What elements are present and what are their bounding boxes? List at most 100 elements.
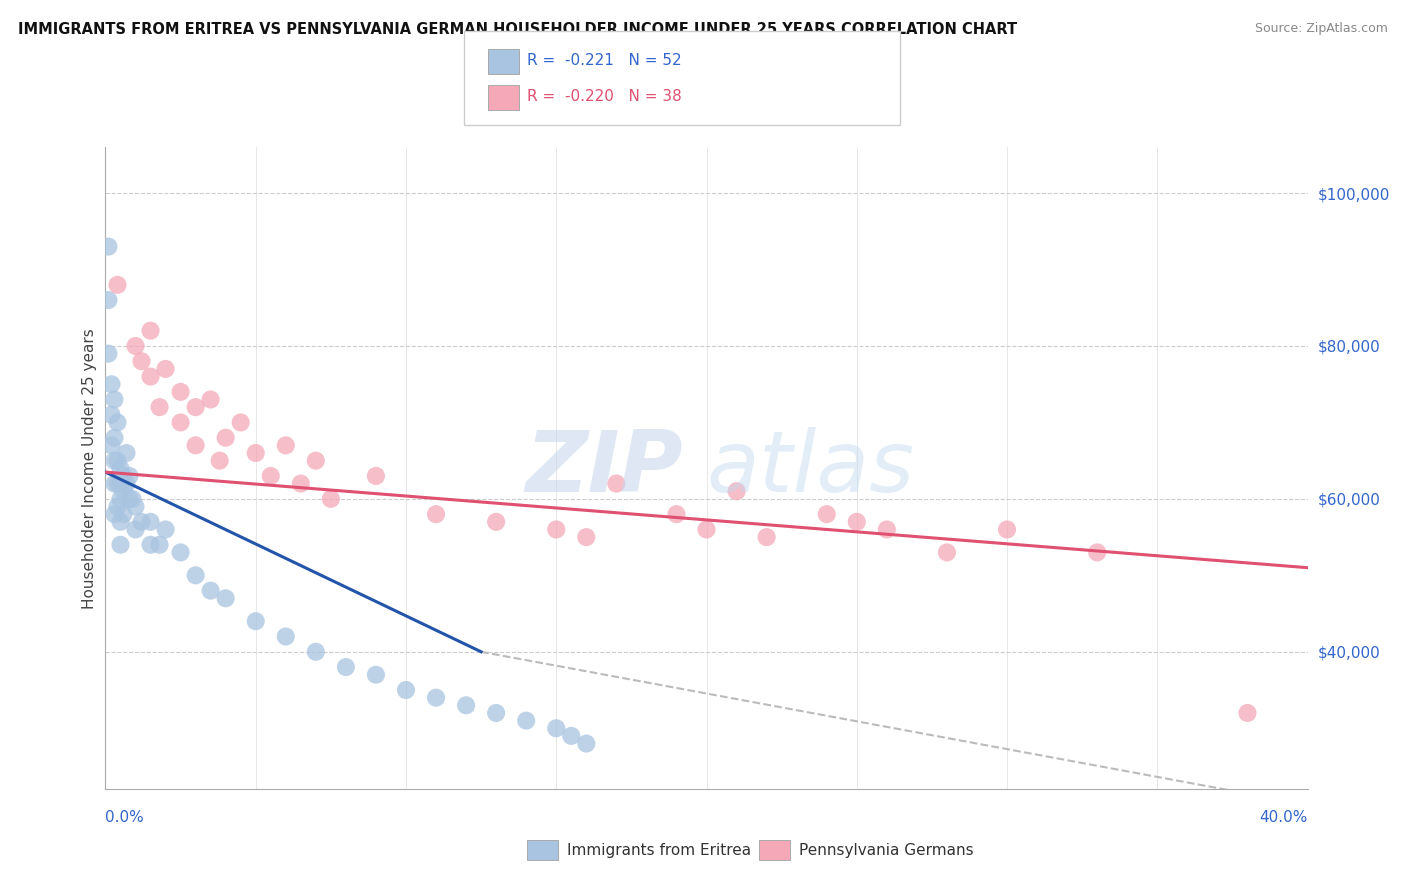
Point: [1236, 706, 1258, 720]
Point: [131, 515, 153, 529]
Point: [229, 416, 252, 430]
Point: [139, 538, 162, 552]
Point: [274, 438, 297, 452]
Text: 0.0%: 0.0%: [105, 810, 145, 825]
Point: [876, 523, 898, 537]
Point: [131, 354, 153, 368]
Point: [97, 346, 120, 360]
Point: [169, 384, 191, 399]
Point: [425, 507, 447, 521]
Point: [103, 507, 125, 521]
Point: [121, 491, 143, 506]
Point: [546, 721, 568, 735]
Point: [395, 683, 418, 698]
Text: Pennsylvania Germans: Pennsylvania Germans: [799, 843, 973, 857]
Point: [107, 277, 129, 292]
Point: [107, 476, 129, 491]
Point: [103, 392, 125, 407]
Point: [214, 591, 236, 606]
Point: [815, 507, 838, 521]
Point: [169, 545, 191, 559]
Point: [425, 690, 447, 705]
Point: [155, 362, 177, 376]
Point: [148, 400, 170, 414]
Point: [124, 500, 146, 514]
Point: [118, 469, 141, 483]
Point: [107, 500, 129, 514]
Point: [110, 461, 132, 475]
Point: [100, 438, 122, 452]
Point: [110, 515, 132, 529]
Point: [112, 507, 135, 521]
Point: [184, 568, 207, 582]
Point: [139, 324, 162, 338]
Point: [110, 491, 132, 506]
Text: IMMIGRANTS FROM ERITREA VS PENNSYLVANIA GERMAN HOUSEHOLDER INCOME UNDER 25 YEARS: IMMIGRANTS FROM ERITREA VS PENNSYLVANIA …: [18, 22, 1018, 37]
Text: Immigrants from Eritrea: Immigrants from Eritrea: [567, 843, 751, 857]
Point: [112, 469, 135, 483]
Text: ZIP: ZIP: [524, 426, 682, 510]
Point: [100, 408, 122, 422]
Point: [100, 377, 122, 392]
Point: [103, 476, 125, 491]
Point: [755, 530, 778, 544]
Point: [364, 469, 387, 483]
Point: [184, 400, 207, 414]
Point: [107, 416, 129, 430]
Point: [110, 538, 132, 552]
Point: [97, 293, 120, 307]
Point: [112, 484, 135, 499]
Point: [148, 538, 170, 552]
Point: [103, 453, 125, 467]
Point: [245, 614, 267, 628]
Point: [546, 523, 568, 537]
Point: [485, 515, 508, 529]
Point: [485, 706, 508, 720]
Point: [696, 523, 718, 537]
Y-axis label: Householder Income Under 25 years: Householder Income Under 25 years: [82, 328, 97, 608]
Point: [214, 431, 236, 445]
Point: [1085, 545, 1108, 559]
Point: [139, 515, 162, 529]
Point: [169, 416, 191, 430]
Point: [124, 339, 146, 353]
Point: [97, 239, 120, 253]
Point: [515, 714, 537, 728]
Point: [605, 476, 627, 491]
Point: [274, 630, 297, 644]
Point: [845, 515, 868, 529]
Point: [200, 583, 222, 598]
Point: [575, 737, 598, 751]
Point: [200, 392, 222, 407]
Text: atlas: atlas: [707, 426, 914, 510]
Point: [155, 523, 177, 537]
Point: [115, 476, 138, 491]
Point: [110, 476, 132, 491]
Point: [245, 446, 267, 460]
Point: [118, 491, 141, 506]
Point: [184, 438, 207, 452]
Text: Source: ZipAtlas.com: Source: ZipAtlas.com: [1254, 22, 1388, 36]
Point: [319, 491, 342, 506]
Point: [290, 476, 312, 491]
Point: [575, 530, 598, 544]
Point: [725, 484, 748, 499]
Point: [560, 729, 582, 743]
Point: [305, 645, 328, 659]
Point: [107, 453, 129, 467]
Point: [124, 523, 146, 537]
Point: [139, 369, 162, 384]
Text: R =  -0.220   N = 38: R = -0.220 N = 38: [527, 89, 682, 103]
Point: [260, 469, 283, 483]
Text: R =  -0.221   N = 52: R = -0.221 N = 52: [527, 54, 682, 68]
Text: 40.0%: 40.0%: [1260, 810, 1308, 825]
Point: [665, 507, 688, 521]
Point: [995, 523, 1018, 537]
Point: [454, 698, 477, 713]
Point: [115, 446, 138, 460]
Point: [305, 453, 328, 467]
Point: [103, 431, 125, 445]
Point: [335, 660, 357, 674]
Point: [208, 453, 231, 467]
Point: [936, 545, 959, 559]
